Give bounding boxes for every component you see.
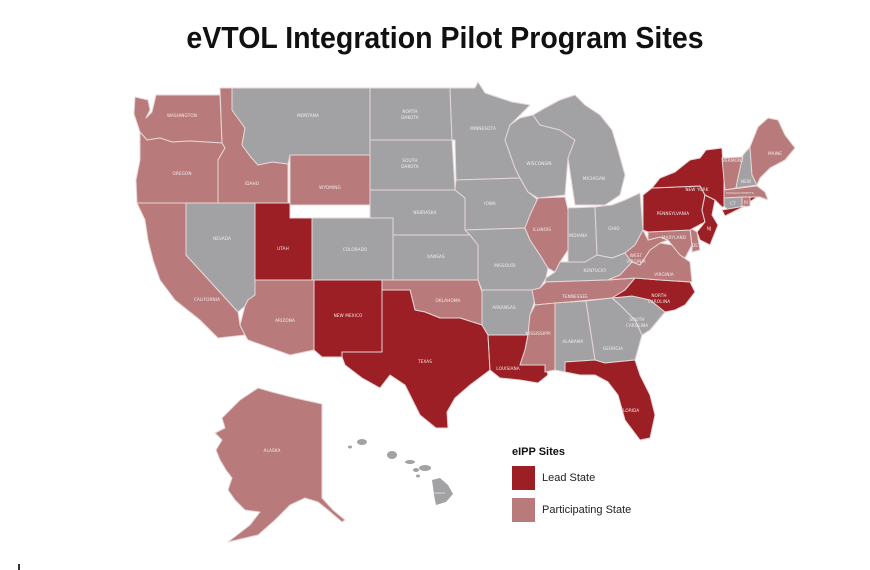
label-rhode-island: RI [744, 200, 748, 205]
label-louisiana: LOUISIANA [496, 366, 519, 371]
label-south-dakota-2: DAKOTA [401, 164, 419, 169]
state-illinois[interactable] [524, 196, 569, 273]
label-south-carolina-2: CAROLINA [626, 323, 648, 328]
label-north-carolina-2: CAROLINA [648, 299, 670, 304]
corner-mark [18, 564, 20, 570]
label-alaska: ALASKA [264, 448, 281, 453]
label-north-dakota-1: NORTH [402, 109, 417, 114]
state-utah[interactable] [254, 202, 313, 281]
label-texas: TEXAS [417, 359, 432, 364]
legend-item-lead: Lead State [512, 466, 631, 490]
legend-swatch-participating [512, 498, 535, 522]
label-nebraska: NEBRASKA [413, 210, 436, 215]
label-kentucky: KENTUCKY [583, 268, 606, 273]
state-rhode-island[interactable] [741, 196, 751, 208]
legend: eIPP Sites Lead State Participating Stat… [512, 446, 631, 522]
label-michigan: MICHIGAN [583, 176, 605, 181]
label-oregon: OREGON [172, 171, 191, 176]
legend-label-participating: Participating State [542, 504, 632, 516]
map-title: eVTOL Integration Pilot Program Sites [186, 20, 704, 55]
state-texas[interactable] [341, 289, 491, 429]
label-virginia: VIRGINIA [654, 272, 674, 277]
label-new-hampshire: NEW [741, 179, 751, 184]
label-missouri: MISSOURI [494, 263, 515, 268]
state-montana[interactable] [231, 87, 371, 166]
label-south-carolina-1: SOUTH [629, 317, 644, 322]
label-colorado: COLORADO [343, 247, 368, 252]
label-north-carolina-1: NORTH [651, 293, 666, 298]
state-florida[interactable] [564, 359, 656, 441]
state-washington[interactable] [133, 94, 223, 144]
label-oklahoma: OKLAHOMA [435, 298, 460, 303]
state-alaska[interactable] [214, 387, 346, 543]
state-maine[interactable] [749, 117, 796, 186]
state-north-dakota[interactable] [369, 87, 453, 141]
label-massachusetts: MASSACHUSETTS [726, 191, 754, 195]
label-wisconsin: WISCONSIN [526, 161, 551, 166]
label-florida: FLORIDA [621, 408, 640, 413]
label-montana: MONTANA [297, 113, 319, 118]
label-minnesota: MINNESOTA [470, 126, 496, 131]
label-idaho: IDAHO [245, 181, 260, 186]
label-alabama: ALABAMA [562, 339, 583, 344]
label-west-virginia-1: WEST [630, 253, 643, 258]
state-wyoming[interactable] [289, 154, 371, 206]
state-new-mexico[interactable] [313, 279, 383, 358]
label-south-dakota-1: SOUTH [402, 158, 417, 163]
label-georgia: GEORGIA [603, 346, 623, 351]
label-vermont: VERMONT [722, 158, 744, 163]
label-indiana: INDIANA [569, 233, 587, 238]
label-wyoming: WYOMING [319, 185, 341, 190]
label-delaware: DE [692, 243, 698, 248]
label-new-york: NEW YORK [685, 187, 708, 192]
label-north-dakota-2: DAKOTA [401, 115, 419, 120]
label-california: CALIFORNIA [194, 297, 220, 302]
label-maryland: MARYLAND [662, 235, 686, 240]
label-new-jersey: NJ [707, 226, 712, 231]
label-iowa: IOWA [484, 201, 496, 206]
label-mississippi: MISSISSIPPI [525, 331, 550, 336]
legend-swatch-lead [512, 466, 535, 490]
legend-label-lead: Lead State [542, 472, 596, 484]
label-utah: UTAH [277, 246, 289, 251]
label-new-mexico: NEW MEXICO [334, 313, 363, 318]
state-oregon[interactable] [135, 131, 226, 204]
state-delaware[interactable] [689, 227, 701, 253]
label-maine: MAINE [768, 151, 782, 156]
label-arizona: ARIZONA [275, 318, 295, 323]
label-illinois: ILLINOIS [533, 227, 551, 232]
legend-item-participating: Participating State [512, 498, 631, 522]
long-island[interactable] [721, 205, 746, 217]
label-hawaii: HAWAII [433, 491, 444, 495]
state-pennsylvania[interactable] [642, 185, 706, 233]
label-west-virginia-2: VIRGINIA [626, 259, 646, 264]
label-washington: WASHINGTON [167, 113, 197, 118]
state-michigan[interactable] [532, 94, 626, 206]
state-north-carolina[interactable] [611, 277, 696, 313]
state-arkansas[interactable] [481, 289, 536, 336]
state-new-jersey[interactable] [696, 194, 719, 246]
label-nevada: NEVADA [213, 236, 231, 241]
label-tennessee: TENNESSEE [561, 294, 588, 299]
label-ohio: OHIO [608, 226, 620, 231]
label-arkansas: ARKANSAS [492, 305, 516, 310]
label-pennsylvania: PENNSYLVANIA [657, 211, 689, 216]
legend-title: eIPP Sites [512, 446, 565, 458]
state-hawaii[interactable] [348, 439, 453, 505]
label-kansas: KANSAS [427, 254, 445, 259]
label-connecticut: CT [730, 201, 736, 206]
